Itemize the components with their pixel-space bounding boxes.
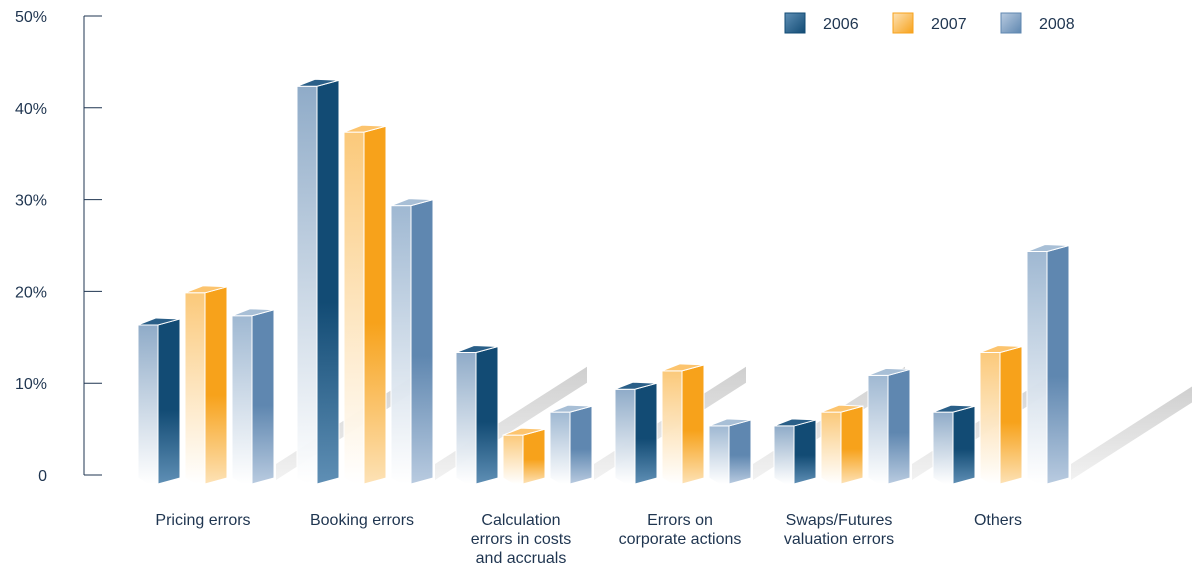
bar-side-face [390, 205, 412, 485]
legend-swatch [892, 12, 914, 34]
category-label: Others [974, 512, 1022, 529]
bar-front-face [728, 419, 752, 485]
legend: 2006 2007 2008 [784, 12, 1075, 34]
bar-side-face [343, 131, 365, 485]
bar-front-face [316, 79, 340, 485]
bar-front-face [681, 364, 705, 485]
bar-front-face [952, 405, 976, 485]
bar-2008 [549, 404, 593, 485]
bar-side-face [1026, 251, 1048, 485]
bar-top-face [1026, 243, 1070, 252]
bar-side-face [231, 315, 253, 485]
bar-side-face [661, 370, 683, 485]
bar-2007 [184, 285, 228, 485]
bar-side-face [137, 324, 159, 485]
y-axis: 0 10% 20% 30% 40% 50% [15, 9, 102, 485]
bar-2007 [820, 404, 864, 485]
bar-2006 [137, 317, 181, 485]
bar-2006 [614, 381, 658, 485]
bar-2008 [1026, 243, 1070, 485]
category-label: Errors on corporate actions [619, 512, 742, 548]
y-tick-label: 20% [15, 284, 47, 301]
bar-top-face [661, 363, 705, 372]
bar-2006 [932, 404, 976, 485]
bar-front-face [887, 368, 911, 485]
legend-swatch [1000, 12, 1022, 34]
bar-side-face [979, 351, 1001, 485]
bar-top-face [979, 344, 1023, 353]
category-label: Pricing errors [155, 512, 250, 529]
y-tick-label: 30% [15, 193, 47, 210]
bar-2008 [867, 367, 911, 485]
y-tick-label: 10% [15, 376, 47, 393]
bar-2006 [773, 418, 817, 485]
bar-top-face [390, 198, 434, 207]
category-label: Booking errors [310, 512, 414, 529]
bar-front-face [569, 405, 593, 485]
bar-2007 [343, 124, 387, 485]
bar-side-face [296, 85, 318, 485]
y-tick-label: 0 [38, 468, 47, 485]
bar-side-face [820, 411, 842, 485]
bar-top-face [296, 78, 340, 87]
bar-front-face [251, 309, 275, 485]
bar-2007 [502, 427, 546, 485]
bar-front-face [634, 382, 658, 485]
bar-2007 [661, 363, 705, 485]
bar-front-face [999, 345, 1023, 485]
bar-side-face [455, 351, 477, 485]
bar-top-face [773, 418, 817, 427]
bar-front-face [204, 286, 228, 485]
bar-front-face [363, 125, 387, 485]
bar-side-face [773, 425, 795, 485]
bar-side-face [867, 374, 889, 485]
bar-top-face [932, 404, 976, 413]
category-labels: Pricing errors Booking errors Calculation e… [155, 512, 1022, 567]
legend-item-2008: 2008 [1000, 12, 1075, 34]
bar-2006 [455, 344, 499, 485]
bar-top-face [867, 367, 911, 376]
legend-label: 2008 [1039, 16, 1075, 33]
bar-side-face [708, 425, 730, 485]
bar-top-face [184, 285, 228, 294]
bar-top-face [502, 427, 546, 436]
bar-front-face [522, 428, 546, 485]
bar-front-face [410, 198, 434, 485]
bar-2008 [390, 198, 434, 485]
legend-label: 2007 [931, 16, 967, 33]
bar-2008 [708, 418, 752, 485]
bar-side-face [502, 434, 524, 485]
y-tick-label: 50% [15, 9, 47, 26]
bar-2007 [979, 344, 1023, 485]
bar-2008 [231, 308, 275, 485]
bar-top-face [549, 404, 593, 413]
bar-top-face [231, 308, 275, 317]
legend-label: 2006 [823, 16, 859, 33]
legend-swatch [784, 12, 806, 34]
bar-front-face [793, 419, 817, 485]
bar-front-face [157, 318, 181, 485]
bar-front-face [840, 405, 864, 485]
bar-top-face [137, 317, 181, 326]
category-label: Swaps/Futures valuation errors [784, 512, 894, 548]
bar-front-face [1046, 244, 1070, 485]
y-tick-label: 40% [15, 101, 47, 118]
bar-top-face [343, 124, 387, 133]
platform-strip [1071, 386, 1192, 480]
bar-2006 [296, 78, 340, 485]
bars [137, 78, 1070, 485]
bar-top-face [455, 344, 499, 353]
bar-side-face [614, 388, 636, 485]
category-label: Calculation errors in costs and accruals [471, 512, 571, 567]
bar-front-face [475, 345, 499, 485]
legend-item-2006: 2006 [784, 12, 859, 34]
legend-item-2007: 2007 [892, 12, 967, 34]
bar-side-face [932, 411, 954, 485]
bar-top-face [708, 418, 752, 427]
bar-top-face [820, 404, 864, 413]
bar-top-face [614, 381, 658, 390]
bar-side-face [549, 411, 571, 485]
bar-side-face [184, 292, 206, 485]
